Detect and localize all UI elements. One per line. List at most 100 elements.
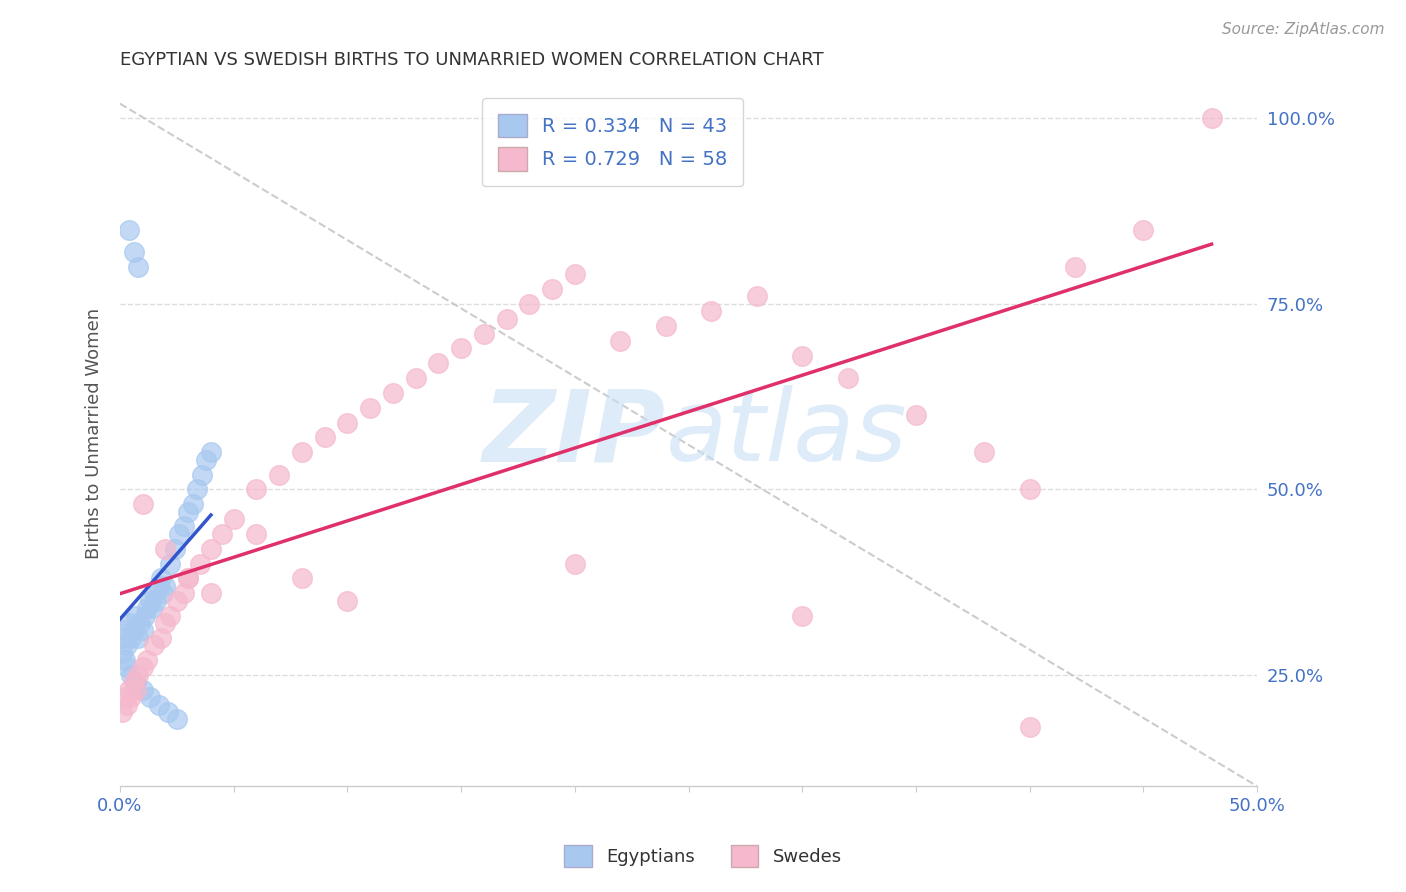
Point	[173, 519, 195, 533]
Point	[541, 282, 564, 296]
Point	[1018, 720, 1040, 734]
Point	[156, 705, 179, 719]
Text: ZIP: ZIP	[482, 385, 666, 483]
Point	[118, 223, 141, 237]
Point	[188, 557, 211, 571]
Point	[792, 608, 814, 623]
Point	[114, 690, 136, 705]
Point	[152, 586, 174, 600]
Point	[564, 267, 586, 281]
Point	[177, 571, 200, 585]
Point	[115, 660, 138, 674]
Point	[122, 244, 145, 259]
Point	[114, 624, 136, 638]
Point	[148, 579, 170, 593]
Point	[177, 505, 200, 519]
Point	[149, 571, 172, 585]
Point	[141, 601, 163, 615]
Point	[222, 512, 245, 526]
Point	[1064, 260, 1087, 274]
Point	[122, 675, 145, 690]
Point	[120, 668, 142, 682]
Point	[155, 579, 177, 593]
Point	[131, 497, 153, 511]
Point	[149, 631, 172, 645]
Point	[115, 698, 138, 712]
Legend: R = 0.334   N = 43, R = 0.729   N = 58: R = 0.334 N = 43, R = 0.729 N = 58	[482, 98, 744, 186]
Point	[450, 342, 472, 356]
Point	[131, 624, 153, 638]
Point	[564, 557, 586, 571]
Point	[427, 356, 450, 370]
Point	[655, 319, 678, 334]
Point	[200, 586, 222, 600]
Point	[211, 527, 233, 541]
Point	[973, 445, 995, 459]
Point	[472, 326, 495, 341]
Point	[159, 608, 181, 623]
Legend: Egyptians, Swedes: Egyptians, Swedes	[557, 838, 849, 874]
Point	[155, 615, 177, 630]
Point	[609, 334, 631, 348]
Point	[405, 371, 427, 385]
Point	[245, 483, 267, 497]
Point	[127, 631, 149, 645]
Point	[163, 541, 186, 556]
Point	[143, 586, 166, 600]
Y-axis label: Births to Unmarried Women: Births to Unmarried Women	[86, 308, 103, 559]
Point	[127, 260, 149, 274]
Point	[1201, 112, 1223, 126]
Point	[111, 705, 134, 719]
Point	[186, 483, 208, 497]
Point	[145, 593, 167, 607]
Point	[114, 653, 136, 667]
Point	[138, 593, 160, 607]
Point	[745, 289, 768, 303]
Point	[381, 386, 404, 401]
Point	[195, 452, 218, 467]
Point	[136, 653, 159, 667]
Point	[155, 541, 177, 556]
Point	[166, 712, 188, 726]
Point	[143, 638, 166, 652]
Point	[792, 349, 814, 363]
Point	[1018, 483, 1040, 497]
Point	[181, 497, 204, 511]
Point	[134, 608, 156, 623]
Point	[131, 660, 153, 674]
Point	[120, 631, 142, 645]
Point	[517, 297, 540, 311]
Point	[138, 690, 160, 705]
Point	[904, 408, 927, 422]
Point	[700, 304, 723, 318]
Text: Source: ZipAtlas.com: Source: ZipAtlas.com	[1222, 22, 1385, 37]
Point	[125, 675, 148, 690]
Point	[120, 690, 142, 705]
Point	[495, 311, 517, 326]
Point	[200, 541, 222, 556]
Point	[159, 557, 181, 571]
Point	[173, 586, 195, 600]
Point	[245, 527, 267, 541]
Point	[359, 401, 381, 415]
Point	[837, 371, 859, 385]
Point	[111, 631, 134, 645]
Point	[131, 682, 153, 697]
Point	[336, 416, 359, 430]
Point	[1132, 223, 1154, 237]
Point	[166, 593, 188, 607]
Point	[191, 467, 214, 482]
Point	[122, 624, 145, 638]
Point	[336, 593, 359, 607]
Point	[127, 668, 149, 682]
Point	[177, 571, 200, 585]
Text: EGYPTIAN VS SWEDISH BIRTHS TO UNMARRIED WOMEN CORRELATION CHART: EGYPTIAN VS SWEDISH BIRTHS TO UNMARRIED …	[120, 51, 824, 69]
Text: atlas: atlas	[666, 385, 907, 483]
Point	[136, 601, 159, 615]
Point	[269, 467, 291, 482]
Point	[118, 682, 141, 697]
Point	[111, 646, 134, 660]
Point	[125, 682, 148, 697]
Point	[200, 445, 222, 459]
Point	[314, 430, 336, 444]
